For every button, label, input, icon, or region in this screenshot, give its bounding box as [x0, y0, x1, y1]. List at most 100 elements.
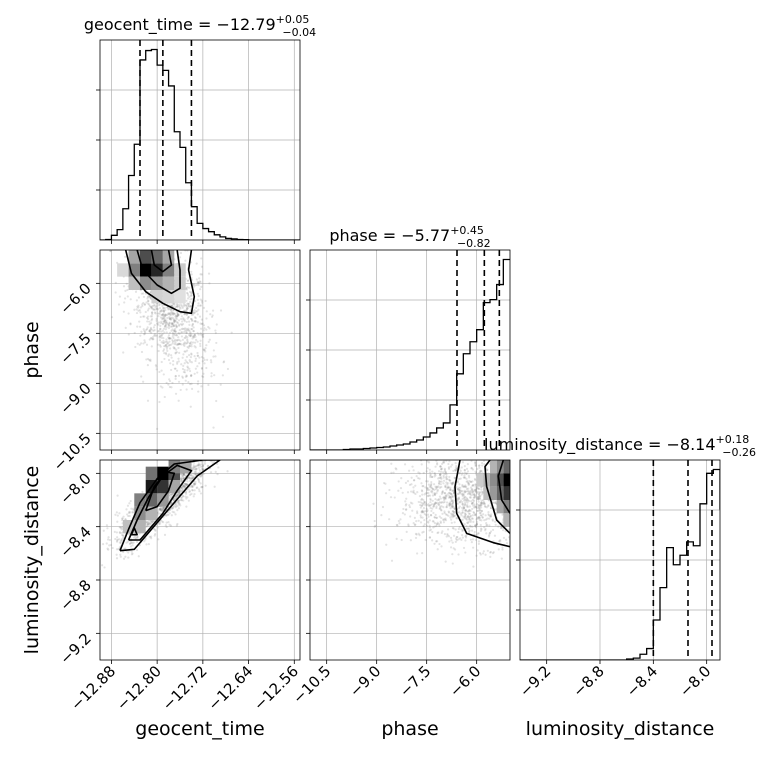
- scatter-point: [186, 361, 190, 365]
- scatter-point: [128, 511, 132, 514]
- xticks-phase: −10.5 −9.0 −7.5 −6.0: [289, 662, 484, 707]
- scatter-point: [450, 521, 453, 524]
- xtick-label: −6.0: [446, 662, 484, 700]
- scatter-point: [167, 312, 170, 315]
- scatter-point: [181, 486, 184, 489]
- scatter-point: [196, 298, 199, 301]
- scatter-point: [152, 241, 154, 243]
- scatter-point: [185, 388, 188, 391]
- scatter-point: [499, 540, 502, 543]
- scatter-point: [146, 521, 149, 524]
- scatter-point: [136, 535, 139, 538]
- scatter-point: [198, 362, 201, 365]
- scatter-point: [172, 359, 175, 363]
- scatter-point: [196, 455, 198, 457]
- hist-luminosity_distance-plot: [520, 460, 720, 660]
- scatter-point: [176, 311, 179, 314]
- scatter-point: [167, 312, 170, 315]
- scatter-point: [194, 472, 197, 475]
- scatter-point: [516, 456, 518, 458]
- scatter-point: [526, 498, 528, 500]
- scatter-point: [156, 247, 158, 249]
- scatter-point: [203, 348, 206, 351]
- scatter-point: [442, 461, 446, 464]
- scatter-point: [188, 358, 191, 362]
- scatter-point: [150, 328, 153, 331]
- scatter-point: [444, 498, 447, 501]
- scatter-point: [427, 491, 430, 495]
- scatter-point: [162, 313, 165, 316]
- density-cell: [128, 276, 140, 290]
- scatter-point: [154, 235, 156, 237]
- scatter-point: [136, 325, 139, 328]
- scatter-point: [522, 503, 524, 505]
- scatter-point: [470, 529, 474, 532]
- scatter-point: [189, 360, 192, 363]
- scatter-point: [197, 282, 200, 285]
- scatter-point: [463, 503, 467, 506]
- scatter-point: [179, 312, 183, 315]
- scatter-point: [533, 472, 535, 474]
- scatter-point: [164, 340, 167, 343]
- scatter-point: [199, 492, 203, 495]
- scatter-point: [143, 303, 147, 306]
- scatter-point: [459, 512, 462, 515]
- scatter-point: [169, 318, 172, 321]
- scatter-point: [171, 340, 175, 343]
- scatter-point: [175, 524, 179, 527]
- scatter-point: [171, 493, 174, 496]
- scatter-point: [185, 288, 188, 291]
- scatter-point: [207, 325, 210, 329]
- scatter-point: [479, 469, 482, 472]
- scatter-point: [460, 514, 463, 517]
- scatter-point: [164, 325, 167, 328]
- scatter-point: [143, 236, 145, 238]
- scatter-point: [445, 475, 448, 478]
- scatter-point: [188, 477, 192, 480]
- scatter-point: [146, 300, 150, 303]
- scatter-point: [132, 511, 135, 514]
- scatter-point: [175, 369, 179, 372]
- scatter-point: [456, 535, 459, 539]
- scatter-point: [119, 555, 122, 558]
- scatter-point: [209, 359, 213, 362]
- scatter-point: [156, 343, 160, 346]
- scatter-point: [475, 522, 479, 526]
- scatter-point: [192, 285, 195, 288]
- scatter-point: [180, 317, 183, 321]
- scatter-point: [464, 513, 467, 516]
- scatter-point: [118, 531, 121, 534]
- scatter-point: [186, 496, 189, 499]
- scatter-point: [513, 498, 515, 500]
- scatter-point: [175, 351, 179, 354]
- scatter-point: [533, 512, 535, 514]
- density-geocent_time-luminosity_distance-frame: [99, 459, 301, 661]
- scatter-point: [189, 374, 193, 378]
- scatter-point: [120, 532, 123, 535]
- scatter-point: [442, 506, 445, 509]
- scatter-point: [194, 310, 198, 313]
- scatter-point: [374, 524, 377, 527]
- scatter-point: [456, 502, 459, 505]
- scatter-point: [151, 235, 153, 237]
- scatter-point: [479, 529, 482, 533]
- scatter-point: [161, 318, 164, 321]
- scatter-point: [131, 541, 134, 545]
- scatter-point: [131, 552, 134, 555]
- scatter-point: [458, 525, 461, 529]
- scatter-point: [149, 322, 153, 325]
- scatter-point: [443, 469, 446, 472]
- scatter-point: [187, 329, 190, 332]
- scatter-point: [147, 520, 150, 523]
- scatter-point: [460, 457, 462, 459]
- scatter-point: [180, 451, 182, 453]
- scatter-point: [128, 542, 132, 545]
- scatter-point: [471, 525, 474, 528]
- scatter-point: [130, 550, 133, 553]
- scatter-point: [144, 208, 146, 210]
- scatter-point: [433, 516, 436, 519]
- scatter-point: [463, 512, 467, 515]
- scatter-point: [463, 515, 467, 518]
- scatter-point: [191, 489, 194, 492]
- scatter-point: [216, 462, 219, 466]
